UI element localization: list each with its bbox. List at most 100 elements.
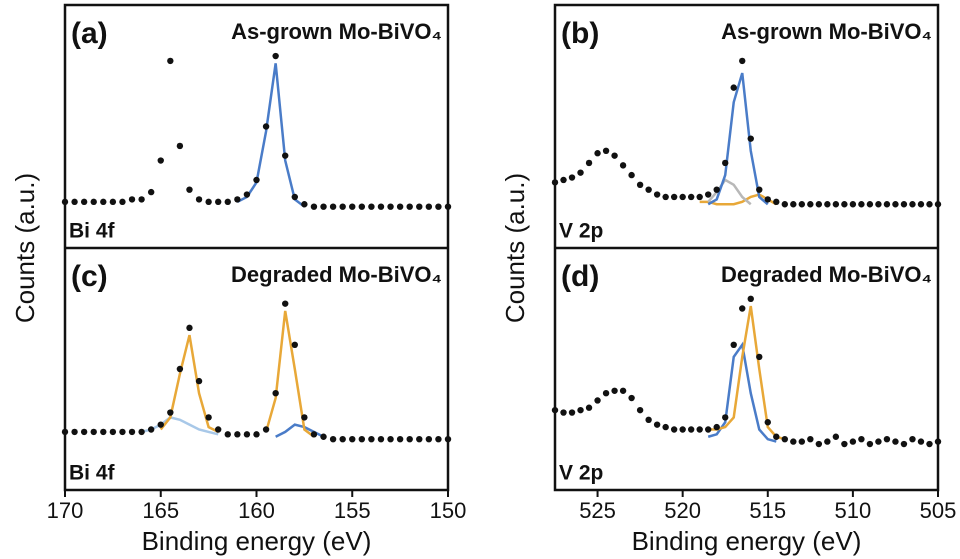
data-point	[406, 203, 413, 210]
data-point	[282, 152, 289, 159]
data-point	[662, 193, 669, 201]
panel-title: Degraded Mo-BiVO₄	[721, 262, 932, 287]
data-point	[670, 193, 678, 201]
data-point	[909, 201, 916, 208]
data-point	[611, 152, 618, 159]
data-point	[147, 426, 155, 433]
data-point	[730, 84, 737, 91]
data-point	[832, 433, 840, 440]
region-label: Bi 4f	[69, 462, 116, 485]
data-point	[670, 426, 678, 433]
data-point	[747, 295, 754, 303]
data-point	[849, 438, 857, 445]
data-point	[602, 147, 610, 154]
data-point	[416, 203, 423, 210]
fit-curve	[159, 334, 219, 434]
data-point	[781, 201, 788, 208]
x-tick-label: 155	[334, 498, 371, 523]
data-point	[934, 201, 942, 208]
data-point	[909, 435, 916, 443]
data-point	[215, 426, 222, 433]
panel-title: Degraded Mo-BiVO₄	[231, 262, 442, 287]
data-point	[138, 428, 145, 436]
region-label: Bi 4f	[69, 220, 116, 243]
data-point	[568, 174, 576, 181]
data-point	[310, 203, 318, 210]
data-point	[349, 435, 356, 443]
data-point	[585, 159, 593, 167]
data-point	[722, 414, 729, 421]
data-point	[577, 406, 584, 414]
panel-title: As-grown Mo-BiVO₄	[231, 19, 442, 44]
x-axis-label: Binding energy (eV)	[142, 526, 372, 556]
data-point	[396, 435, 404, 443]
y-axis-label: Counts (a.u.)	[500, 173, 530, 323]
data-point	[80, 428, 88, 436]
data-point	[790, 438, 797, 445]
data-point	[157, 157, 164, 164]
data-point	[730, 341, 737, 348]
data-point	[195, 196, 203, 203]
x-tick-label: 525	[579, 498, 616, 523]
data-point	[301, 201, 308, 208]
data-point	[262, 123, 270, 130]
data-point	[807, 201, 814, 208]
data-point	[866, 201, 874, 208]
data-point	[176, 142, 184, 150]
data-point	[224, 198, 231, 206]
data-point	[243, 431, 251, 438]
data-point	[205, 414, 212, 421]
data-point	[798, 201, 806, 208]
data-point	[934, 438, 942, 445]
data-point	[705, 191, 712, 198]
data-point	[282, 300, 289, 307]
data-point	[100, 198, 107, 206]
data-point	[687, 426, 695, 433]
data-point	[253, 176, 260, 184]
data-point	[628, 171, 635, 179]
panel-title: As-grown Mo-BiVO₄	[721, 19, 932, 44]
data-point	[90, 198, 97, 206]
data-point	[377, 203, 385, 210]
data-point	[807, 435, 814, 443]
data-point	[100, 428, 107, 436]
data-point	[147, 188, 155, 196]
data-point	[234, 196, 241, 203]
data-point	[824, 438, 831, 445]
data-point	[109, 198, 117, 206]
data-point	[696, 426, 703, 433]
y-axis-label: Counts (a.u.)	[10, 173, 40, 323]
data-point	[832, 201, 840, 208]
x-tick-label: 515	[749, 498, 786, 523]
data-point	[790, 201, 797, 208]
data-point	[329, 203, 337, 210]
data-point	[71, 428, 78, 436]
data-point	[824, 201, 831, 208]
data-point	[815, 201, 823, 208]
x-tick-label: 150	[430, 498, 467, 523]
data-point	[109, 428, 117, 436]
data-point	[773, 433, 780, 440]
data-point	[262, 426, 270, 433]
data-point	[138, 196, 145, 203]
data-point	[713, 423, 720, 431]
data-point	[425, 435, 433, 443]
data-point	[358, 203, 366, 210]
data-point	[900, 440, 908, 448]
data-point	[892, 438, 899, 445]
fit-curve	[707, 72, 769, 206]
data-point	[883, 435, 891, 443]
data-point	[186, 186, 193, 193]
data-point	[435, 435, 442, 443]
data-point	[128, 428, 136, 436]
data-point	[167, 57, 174, 65]
data-point	[416, 435, 423, 443]
data-point	[320, 433, 327, 440]
data-point	[272, 52, 279, 60]
data-point	[773, 198, 780, 206]
data-point	[645, 186, 652, 193]
data-point	[577, 169, 584, 176]
data-point	[377, 435, 385, 443]
data-point	[339, 203, 346, 210]
data-point	[368, 435, 375, 443]
